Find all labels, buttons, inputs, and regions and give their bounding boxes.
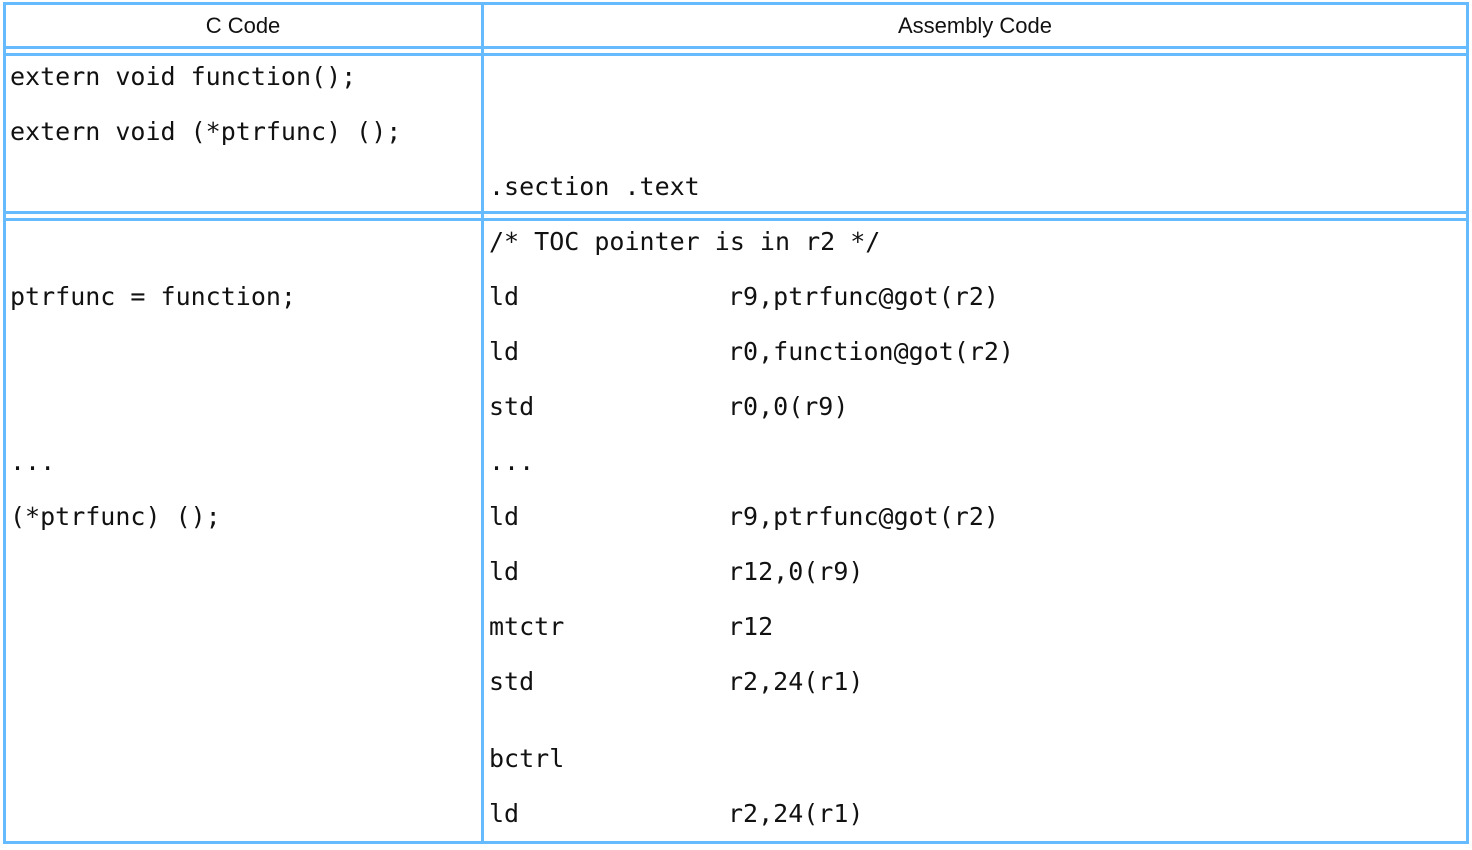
asm-operands: r2,24(r1): [728, 667, 864, 696]
table-border-bottom: [3, 841, 1469, 844]
asm-operands: r9,ptrfunc@got(r2): [728, 502, 999, 531]
table-border-left: [3, 2, 6, 844]
asm-mnemonic: bctrl: [489, 744, 565, 773]
asm-mnemonic: ...: [489, 447, 535, 476]
row-divider: [3, 218, 1469, 221]
asm-mnemonic: std: [489, 392, 535, 421]
header-divider: [3, 53, 1469, 56]
asm-operands: r0,function@got(r2): [728, 337, 1014, 366]
asm-operands: r9,ptrfunc@got(r2): [728, 282, 999, 311]
c-code-line: (*ptrfunc) ();: [10, 502, 221, 531]
c-code-line: extern void (*ptrfunc) ();: [10, 117, 402, 146]
c-code-line: extern void function();: [10, 62, 357, 91]
asm-mnemonic: ld: [489, 337, 520, 366]
asm-operands: r0,0(r9): [728, 392, 849, 421]
header-c-code: C Code: [205, 13, 281, 38]
asm-operands: r2,24(r1): [728, 799, 864, 828]
header-divider: [3, 46, 1469, 49]
header-assembly-code: Assembly Code: [897, 13, 1053, 38]
asm-operands: r12,0(r9): [728, 557, 864, 586]
asm-mnemonic: .section .text: [489, 172, 700, 201]
c-code-line: ...: [10, 447, 56, 476]
table-border-top: [3, 2, 1469, 5]
asm-mnemonic: ld: [489, 502, 520, 531]
column-divider: [481, 2, 484, 844]
c-code-line: ptrfunc = function;: [10, 282, 296, 311]
row-divider: [3, 211, 1469, 214]
asm-mnemonic: /* TOC pointer is in r2 */: [489, 227, 881, 256]
asm-mnemonic: ld: [489, 557, 520, 586]
asm-mnemonic: ld: [489, 282, 520, 311]
asm-mnemonic: ld: [489, 799, 520, 828]
table-border-right: [1466, 2, 1469, 844]
asm-operands: r12: [728, 612, 774, 641]
asm-mnemonic: mtctr: [489, 612, 565, 641]
asm-mnemonic: std: [489, 667, 535, 696]
